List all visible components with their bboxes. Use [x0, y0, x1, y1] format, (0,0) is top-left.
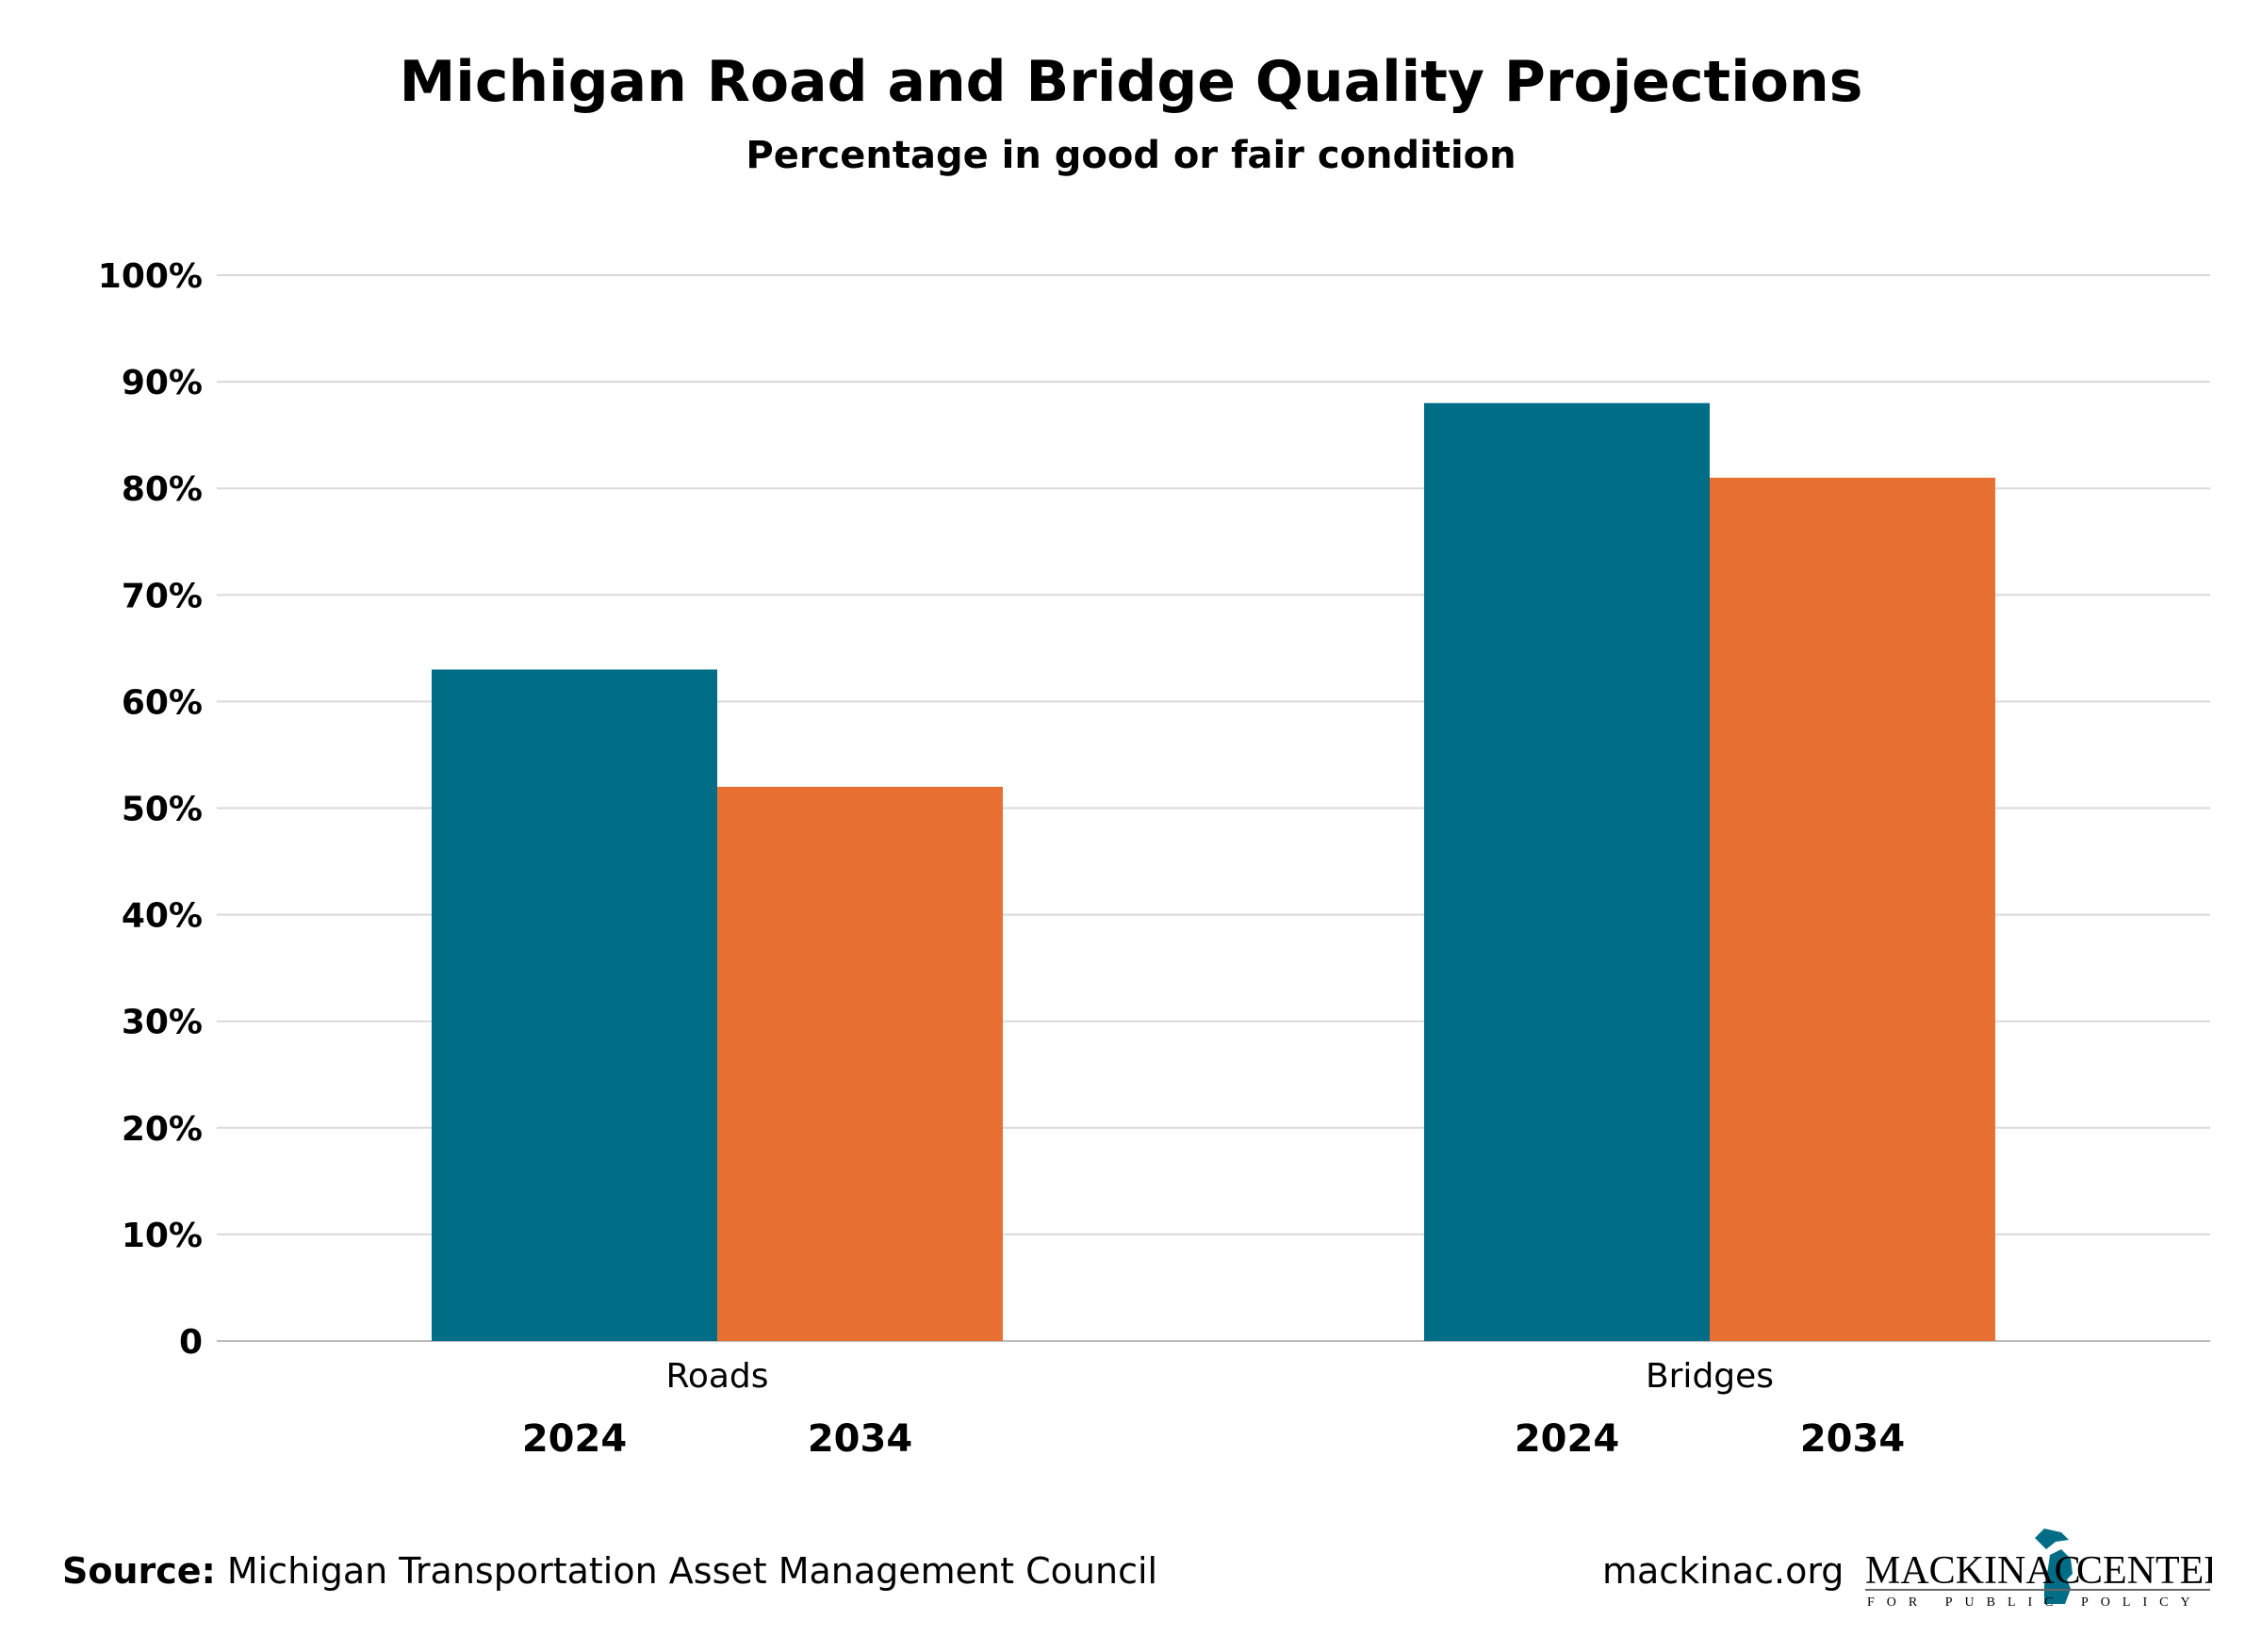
y-tick-label: 40% [122, 897, 203, 936]
michigan-map-icon [2035, 1529, 2073, 1604]
site-link[interactable]: mackinac.org [1602, 1550, 1844, 1592]
y-tick-label: 10% [122, 1217, 203, 1255]
y-tick-label: 50% [122, 791, 203, 829]
y-tick-label: 80% [122, 470, 203, 509]
series-label: 2034 [1800, 1417, 1905, 1461]
bar-bridges-2034 [1710, 477, 1995, 1341]
chart-title: Michigan Road and Bridge Quality Project… [399, 49, 1863, 115]
svg-text:CENTER: CENTER [2076, 1549, 2212, 1593]
category-label: Bridges [1646, 1357, 1774, 1396]
source-note: Source: Michigan Transportation Asset Ma… [62, 1550, 1157, 1592]
svg-text:MACKINAC: MACKINAC [1865, 1549, 2081, 1593]
source-label: Source: [62, 1550, 216, 1592]
y-tick-label: 90% [122, 364, 203, 402]
svg-text:FOR PUBLIC POLICY: FOR PUBLIC POLICY [1867, 1595, 2203, 1610]
mackinac-center-logo: MACKINAC CENTER FOR PUBLIC POLICY [1865, 1529, 2212, 1610]
category-label: Roads [665, 1357, 768, 1396]
y-tick-label: 100% [98, 257, 203, 296]
source-text: Michigan Transportation Asset Management… [226, 1550, 1158, 1592]
y-tick-label: 20% [122, 1110, 203, 1149]
bar-roads-2024 [432, 669, 717, 1341]
bar-roads-2034 [717, 786, 1003, 1341]
y-tick-label: 30% [122, 1004, 203, 1042]
y-tick-label: 60% [122, 683, 203, 722]
y-tick-label: 70% [122, 577, 203, 615]
bar-bridges-2024 [1424, 402, 1710, 1342]
chart-subtitle: Percentage in good or fair condition [746, 134, 1516, 177]
y-tick-label: 0 [179, 1323, 203, 1362]
bar-chart: 0 10% 20% 30% 40% 50% 60% 70% 80% 90% 100% 2024 2034… [98, 257, 2210, 1461]
series-label: 2034 [808, 1417, 912, 1461]
series-label: 2024 [1515, 1417, 1619, 1461]
series-label: 2024 [522, 1417, 627, 1461]
